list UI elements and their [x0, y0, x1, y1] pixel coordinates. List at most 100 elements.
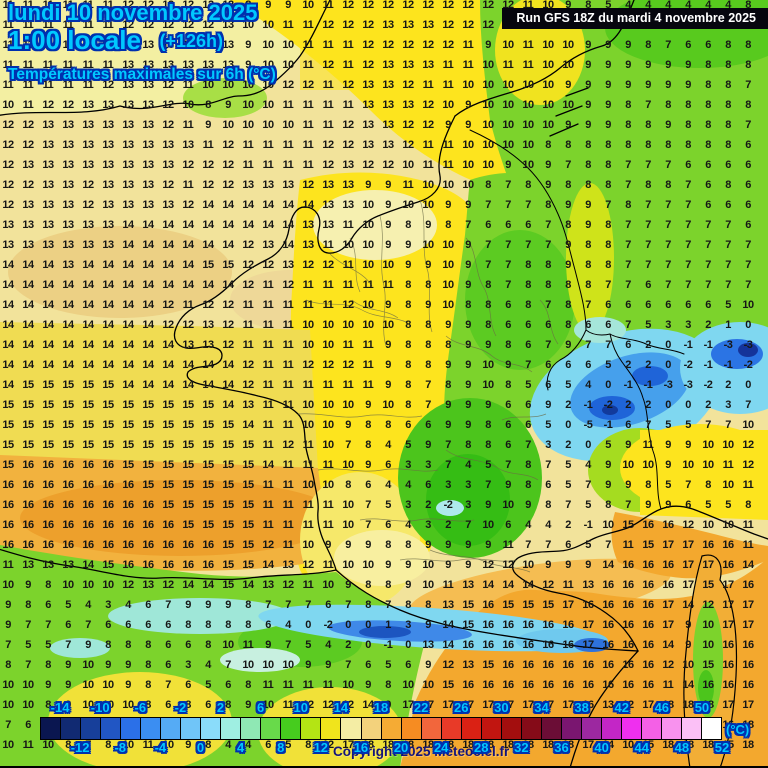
temp-value: 7	[265, 599, 271, 611]
temp-value: 11	[282, 479, 294, 491]
temp-value: 6	[605, 299, 611, 311]
temp-value: -1	[643, 379, 653, 391]
temp-value: 7	[505, 179, 511, 191]
colorbar-tick-label: 0	[196, 740, 205, 755]
temp-value: 5	[565, 459, 571, 471]
temp-value: 4	[205, 659, 211, 671]
temp-value: 14	[42, 339, 54, 351]
temp-value: 12	[302, 259, 314, 271]
temp-value: 9	[85, 639, 91, 651]
temp-value: 12	[362, 159, 374, 171]
temp-value: 14	[162, 379, 174, 391]
temp-value: 12	[242, 239, 254, 251]
temp-value: 11	[282, 19, 294, 31]
temp-value: 10	[322, 439, 334, 451]
temp-value: 15	[222, 439, 234, 451]
temp-value: 11	[342, 379, 354, 391]
temp-value: 13	[62, 559, 74, 571]
temp-value: 9	[465, 539, 471, 551]
temp-value: 7	[705, 419, 711, 431]
temp-value: 6	[65, 619, 71, 631]
temp-value: 13	[162, 39, 174, 51]
temp-value: 8	[185, 699, 191, 711]
temp-value: 8	[545, 279, 551, 291]
temp-value: 7	[525, 439, 531, 451]
temp-value: 9	[465, 359, 471, 371]
temp-value: -2	[683, 359, 693, 371]
temp-value: 15	[142, 479, 154, 491]
temp-value: 10	[422, 239, 434, 251]
temp-value: 11	[282, 379, 294, 391]
temp-value: 8	[65, 739, 71, 751]
temp-value: 10	[522, 99, 534, 111]
temp-value: -1	[703, 339, 713, 351]
temp-value: -1	[623, 379, 633, 391]
temp-value: 12	[282, 579, 294, 591]
temp-value: 6	[485, 219, 491, 231]
temp-value: 13	[22, 159, 34, 171]
temp-value: 12	[342, 119, 354, 131]
temp-value: 9	[425, 299, 431, 311]
colorbar-cell	[321, 718, 342, 739]
temp-value: 7	[505, 459, 511, 471]
temp-value: 13	[442, 599, 454, 611]
temp-value: 9	[345, 579, 351, 591]
temp-value: 7	[565, 159, 571, 171]
temp-value: 9	[625, 59, 631, 71]
temp-value: 14	[222, 219, 234, 231]
temp-value: 9	[365, 399, 371, 411]
temp-value: 9	[245, 699, 251, 711]
temp-value: 14	[602, 739, 614, 751]
temp-value: 12	[202, 299, 214, 311]
colorbar-tick-label: -12	[70, 740, 90, 755]
temp-value: 15	[642, 539, 654, 551]
temp-value: 11	[262, 319, 274, 331]
temp-value: 12	[162, 579, 174, 591]
temp-value: 15	[502, 599, 514, 611]
temp-value: 11	[342, 219, 354, 231]
temp-value: 13	[322, 219, 334, 231]
colorbar-tick-label: 10	[293, 700, 308, 715]
temp-value: 12	[102, 39, 114, 51]
temp-value: 0	[745, 319, 751, 331]
temp-value: 7	[625, 179, 631, 191]
temp-value: 7	[505, 239, 511, 251]
temp-value: 8	[605, 259, 611, 271]
temp-value: 7	[625, 319, 631, 331]
temp-value: 8	[125, 639, 131, 651]
temp-value: 7	[705, 239, 711, 251]
temp-value: 8	[565, 299, 571, 311]
temp-value: 6	[705, 39, 711, 51]
temp-value: 15	[102, 439, 114, 451]
temp-value: 9	[425, 259, 431, 271]
temp-value: 9	[245, 59, 251, 71]
temp-value: 7	[725, 279, 731, 291]
temp-value: 11	[282, 499, 294, 511]
temp-value: -1	[703, 359, 713, 371]
temp-value: 3	[445, 479, 451, 491]
temp-value: 6	[505, 219, 511, 231]
temp-value: 11	[262, 159, 274, 171]
temp-value: 6	[205, 699, 211, 711]
temp-value: 16	[142, 519, 154, 531]
temp-value: 11	[322, 79, 334, 91]
temp-value: 4	[385, 439, 391, 451]
temp-value: 10	[482, 519, 494, 531]
temp-value: 15	[122, 459, 134, 471]
temp-value: 9	[665, 59, 671, 71]
temp-value: 13	[142, 579, 154, 591]
temp-value: 12	[362, 39, 374, 51]
temp-value: 8	[365, 419, 371, 431]
temp-value: 12	[302, 359, 314, 371]
temp-value: 2	[345, 639, 351, 651]
temp-value: 12	[182, 0, 194, 11]
temp-value: 15	[702, 659, 714, 671]
temp-value: 12	[682, 519, 694, 531]
temp-value: 9	[585, 39, 591, 51]
temp-value: 9	[585, 559, 591, 571]
temp-value: 14	[682, 599, 694, 611]
temp-value: 12	[662, 659, 674, 671]
temp-value: 11	[182, 79, 194, 91]
temp-value: 11	[2, 79, 14, 91]
